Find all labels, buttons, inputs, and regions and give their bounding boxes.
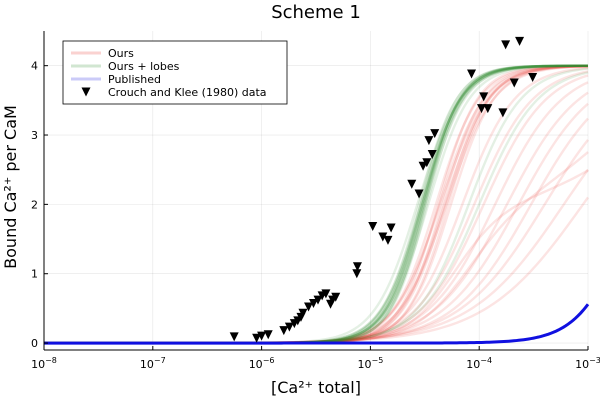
- data-point: [257, 331, 267, 341]
- data-point: [498, 108, 508, 118]
- y-tick-label: 0: [31, 337, 38, 350]
- data-point: [515, 36, 525, 46]
- data-point: [378, 232, 388, 242]
- series-curve: [44, 102, 589, 345]
- legend-label: Ours + lobes: [108, 60, 180, 73]
- data-point: [501, 40, 511, 50]
- series-published: [44, 303, 590, 345]
- data-point: [383, 235, 393, 245]
- data-point: [424, 136, 434, 146]
- data-point: [313, 295, 323, 305]
- data-point: [321, 289, 331, 299]
- data-point: [352, 262, 362, 272]
- y-tick-label: 4: [31, 60, 38, 73]
- y-tick-label: 3: [31, 129, 38, 142]
- series-curve: [44, 169, 589, 345]
- x-tick-label: 10−5: [358, 356, 384, 371]
- data-point: [252, 333, 262, 343]
- series-curve: [44, 139, 589, 345]
- x-tick-label: 10−4: [466, 356, 492, 371]
- data-point: [430, 129, 440, 139]
- plot-area: [44, 36, 590, 345]
- series-curve: [44, 91, 589, 345]
- chart-title: Scheme 1: [271, 2, 361, 23]
- data-point: [309, 299, 319, 309]
- legend-label: Ours: [108, 47, 134, 60]
- data-point: [263, 330, 273, 340]
- legend-label: Crouch and Klee (1980) data: [108, 86, 267, 99]
- data-point: [352, 269, 362, 279]
- data-point: [509, 78, 519, 88]
- data-point: [427, 149, 437, 159]
- data-point: [477, 104, 487, 114]
- data-point: [368, 222, 378, 232]
- x-axis-label: [Ca²⁺ total]: [271, 378, 361, 397]
- data-point: [229, 332, 239, 342]
- data-point: [422, 158, 432, 168]
- series-curve: [44, 303, 590, 345]
- data-point: [386, 223, 396, 233]
- series-crouch-and-klee-1980-data: [229, 36, 538, 343]
- y-tick-label: 1: [31, 268, 38, 281]
- data-point: [483, 104, 493, 114]
- axes: 10−8 10−7 10−6 10−5 10−4 10−3 0 1 2 3 4: [31, 31, 600, 371]
- legend-marker: [81, 87, 91, 97]
- legend-label: Published: [108, 73, 161, 86]
- x-tick-label: 10−8: [31, 356, 57, 371]
- data-point: [298, 308, 308, 318]
- x-tick-label: 10−3: [575, 356, 600, 371]
- legend-box: [62, 40, 288, 105]
- data-point: [331, 292, 341, 302]
- x-tick-label: 10−7: [140, 356, 166, 371]
- data-point: [414, 189, 424, 199]
- y-axis-label: Bound Ca²⁺ per CaM: [1, 105, 20, 269]
- data-point: [304, 302, 314, 312]
- series-curve: [44, 168, 589, 345]
- data-point: [279, 326, 289, 336]
- data-point: [407, 179, 417, 189]
- x-tick-label: 10−6: [249, 356, 275, 371]
- data-point: [467, 69, 477, 79]
- y-tick-label: 2: [31, 198, 38, 211]
- data-point: [479, 92, 489, 102]
- data-point: [284, 322, 294, 332]
- series-curve: [44, 117, 589, 345]
- data-point: [528, 72, 538, 82]
